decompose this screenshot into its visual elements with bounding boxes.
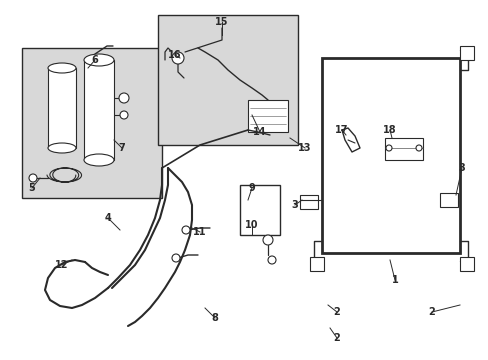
Circle shape xyxy=(172,52,183,64)
Text: 3: 3 xyxy=(291,200,298,210)
Text: 12: 12 xyxy=(55,260,69,270)
Circle shape xyxy=(263,235,272,245)
Text: 14: 14 xyxy=(253,127,266,137)
Text: 17: 17 xyxy=(335,125,348,135)
Text: 2: 2 xyxy=(333,333,340,343)
Circle shape xyxy=(172,254,180,262)
Bar xyxy=(321,58,459,253)
Circle shape xyxy=(267,256,275,264)
Bar xyxy=(384,138,422,160)
Ellipse shape xyxy=(84,154,114,166)
Text: 10: 10 xyxy=(245,220,258,230)
Circle shape xyxy=(385,145,391,151)
Bar xyxy=(48,68,76,148)
Circle shape xyxy=(182,226,190,234)
Ellipse shape xyxy=(84,54,114,66)
Text: 8: 8 xyxy=(211,313,218,323)
Bar xyxy=(439,193,457,207)
Bar xyxy=(247,100,287,132)
Text: 9: 9 xyxy=(248,183,255,193)
Bar xyxy=(240,185,280,235)
Text: 13: 13 xyxy=(298,143,311,153)
Text: 4: 4 xyxy=(104,213,111,223)
Text: 16: 16 xyxy=(168,50,182,60)
Text: 18: 18 xyxy=(383,125,396,135)
Text: 6: 6 xyxy=(91,55,98,65)
Bar xyxy=(22,48,162,198)
Text: 5: 5 xyxy=(29,183,35,193)
Circle shape xyxy=(415,145,421,151)
Text: 7: 7 xyxy=(119,143,125,153)
Bar xyxy=(309,257,324,271)
Bar xyxy=(299,195,317,209)
Text: 15: 15 xyxy=(215,17,228,27)
Text: 2: 2 xyxy=(428,307,434,317)
Bar xyxy=(459,257,473,271)
Ellipse shape xyxy=(48,63,76,73)
Bar xyxy=(158,15,297,145)
Circle shape xyxy=(120,111,128,119)
Circle shape xyxy=(29,174,37,182)
Text: 2: 2 xyxy=(333,307,340,317)
Text: 11: 11 xyxy=(193,227,206,237)
Bar xyxy=(84,60,114,160)
Text: 3: 3 xyxy=(458,163,465,173)
Bar xyxy=(459,46,473,60)
Ellipse shape xyxy=(48,143,76,153)
Circle shape xyxy=(119,93,129,103)
Text: 1: 1 xyxy=(391,275,398,285)
